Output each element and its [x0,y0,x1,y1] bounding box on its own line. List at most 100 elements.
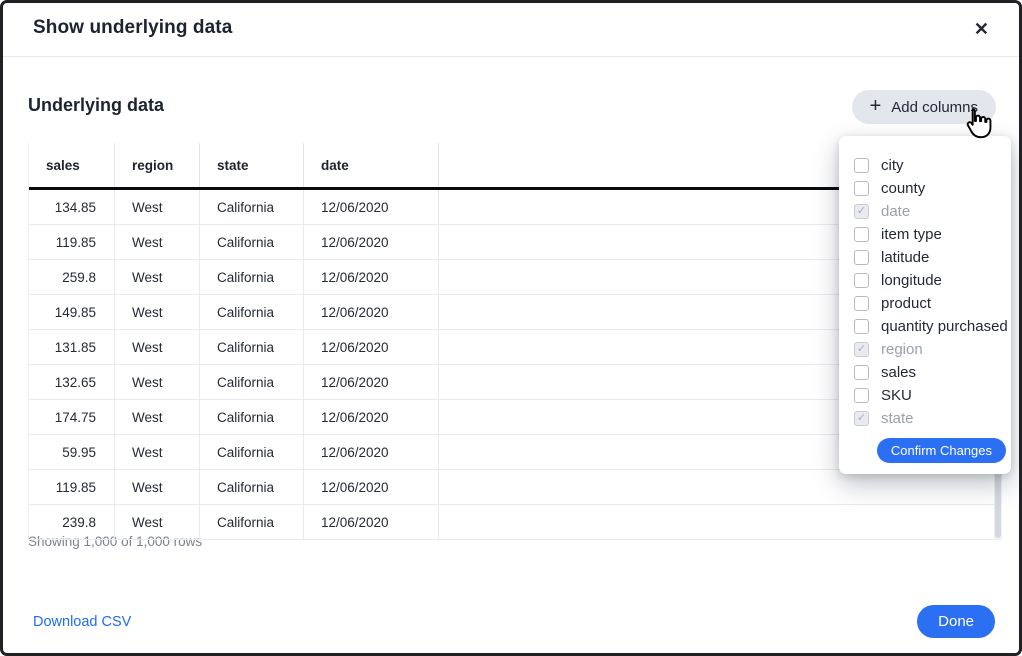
table-cell-date: 12/06/2020 [304,260,439,294]
add-columns-dropdown: city county ✓ date item type latitude longitud… [839,136,1011,474]
table-cell-date: 12/06/2020 [304,400,439,434]
checkbox-icon[interactable] [854,319,869,334]
table-cell-date: 12/06/2020 [304,330,439,364]
table-row: 119.85 West California 12/06/2020 [29,470,1002,505]
table-cell-state: California [200,505,304,539]
download-csv-link[interactable]: Download CSV [33,614,132,630]
column-option-label: sales [881,364,917,381]
table-cell-region: West [115,435,200,469]
table-cell-date: 12/06/2020 [304,295,439,329]
column-header-sales: sales [29,143,115,187]
table-cell-sales: 131.85 [29,330,115,364]
table-cell-empty [439,470,1002,504]
column-header-region: region [115,143,200,187]
column-option-item-type[interactable]: item type [839,223,1011,246]
table-cell-sales: 132.65 [29,365,115,399]
table-cell-sales: 134.85 [29,190,115,224]
table-cell-date: 12/06/2020 [304,505,439,539]
close-icon[interactable]: ✕ [968,17,995,41]
column-option-label: product [881,295,932,312]
table-cell-sales: 119.85 [29,470,115,504]
table-cell-date: 12/06/2020 [304,365,439,399]
table-row: 239.8 West California 12/06/2020 [29,505,1002,540]
table-cell-date: 12/06/2020 [304,225,439,259]
checkbox-icon[interactable] [854,388,869,403]
table-row: 134.85 West California 12/06/2020 [29,190,1002,225]
table-cell-region: West [115,365,200,399]
table-cell-region: West [115,225,200,259]
column-list: city county ✓ date item type latitude longitud… [839,154,1011,430]
column-option-state: ✓ state [839,407,1011,430]
table-cell-date: 12/06/2020 [304,190,439,224]
table-cell-state: California [200,365,304,399]
table-cell-state: California [200,260,304,294]
table-body: 134.85 West California 12/06/2020 119.85 West… [29,190,1002,540]
checkbox-icon[interactable] [854,181,869,196]
table-row: 149.85 West California 12/06/2020 [29,295,1002,330]
table-cell-region: West [115,190,200,224]
table-cell-empty [439,505,1002,539]
column-option-date: ✓ date [839,200,1011,223]
column-option-label: longitude [881,272,942,289]
checkbox-icon[interactable] [854,296,869,311]
section-title: Underlying data [28,95,165,115]
table-cell-region: West [115,295,200,329]
column-option-product[interactable]: product [839,292,1011,315]
table-cell-region: West [115,330,200,364]
checkbox-icon[interactable] [854,250,869,265]
column-option-label: state [881,410,914,427]
table-cell-region: West [115,400,200,434]
table-cell-state: California [200,400,304,434]
column-option-label: quantity purchased [881,318,1008,335]
add-columns-button[interactable]: + Add columns [851,90,996,124]
column-option-label: SKU [881,387,912,404]
column-option-latitude[interactable]: latitude [839,246,1011,269]
table-header-row: sales region state date [29,143,1002,190]
column-option-longitude[interactable]: longitude [839,269,1011,292]
table-cell-state: California [200,295,304,329]
column-option-label: region [881,341,923,358]
modal-title: Show underlying data [33,17,233,38]
table-cell-state: California [200,190,304,224]
table-cell-state: California [200,330,304,364]
plus-icon: + [869,95,882,117]
column-header-date: date [304,143,439,187]
table-row: 132.65 West California 12/06/2020 [29,365,1002,400]
table-row: 131.85 West California 12/06/2020 [29,330,1002,365]
table-cell-sales: 259.8 [29,260,115,294]
table-cell-sales: 119.85 [29,225,115,259]
table-row: 119.85 West California 12/06/2020 [29,225,1002,260]
table-cell-date: 12/06/2020 [304,470,439,504]
table-cell-state: California [200,435,304,469]
table-cell-state: California [200,470,304,504]
table-cell-date: 12/06/2020 [304,435,439,469]
column-option-region: ✓ region [839,338,1011,361]
table-row: 174.75 West California 12/06/2020 [29,400,1002,435]
confirm-changes-button[interactable]: Confirm Changes [876,438,1006,463]
checkbox-icon[interactable] [854,227,869,242]
column-option-county[interactable]: county [839,177,1011,200]
column-option-label: date [881,203,911,220]
table-row: 259.8 West California 12/06/2020 [29,260,1002,295]
column-option-sku[interactable]: SKU [839,384,1011,407]
column-option-label: county [881,180,926,197]
column-option-label: item type [881,226,942,243]
checkbox-checked-icon: ✓ [854,204,869,219]
checkbox-icon[interactable] [854,273,869,288]
table-cell-sales: 174.75 [29,400,115,434]
checkbox-checked-icon: ✓ [854,411,869,426]
column-option-sales[interactable]: sales [839,361,1011,384]
column-option-quantity-purchased[interactable]: quantity purchased [839,315,1011,338]
column-option-label: city [881,157,904,174]
checkbox-icon[interactable] [854,158,869,173]
checkbox-icon[interactable] [854,365,869,380]
checkbox-checked-icon: ✓ [854,342,869,357]
column-header-state: state [200,143,304,187]
column-option-city[interactable]: city [839,154,1011,177]
done-button[interactable]: Done [917,605,995,638]
table-cell-region: West [115,470,200,504]
table-cell-sales: 239.8 [29,505,115,539]
table-cell-region: West [115,260,200,294]
table-cell-sales: 149.85 [29,295,115,329]
